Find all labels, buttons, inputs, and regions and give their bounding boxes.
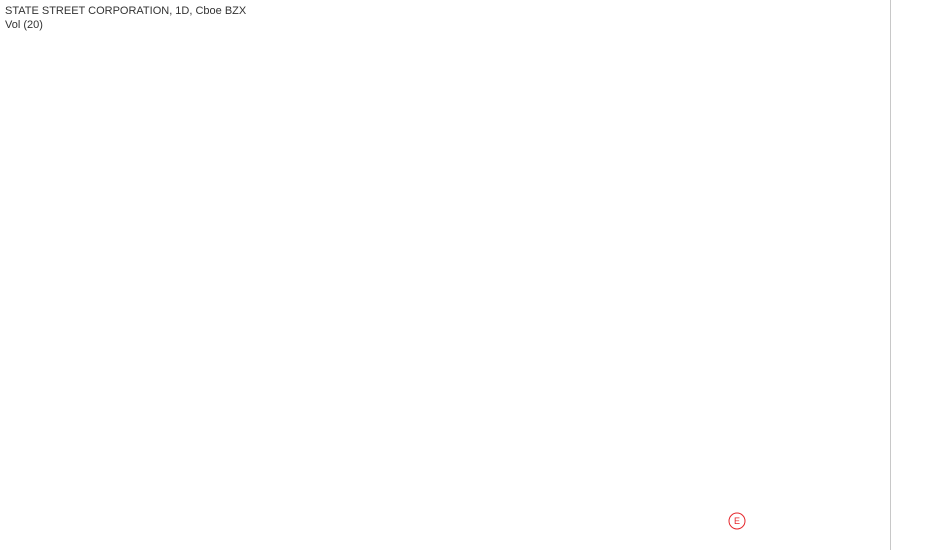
earnings-icon-text: E bbox=[734, 516, 740, 526]
chart-subtitle: Vol (20) bbox=[5, 19, 43, 31]
chart-title: STATE STREET CORPORATION, 1D, Cboe BZX bbox=[5, 5, 247, 17]
earnings-icon[interactable] bbox=[728, 512, 746, 530]
